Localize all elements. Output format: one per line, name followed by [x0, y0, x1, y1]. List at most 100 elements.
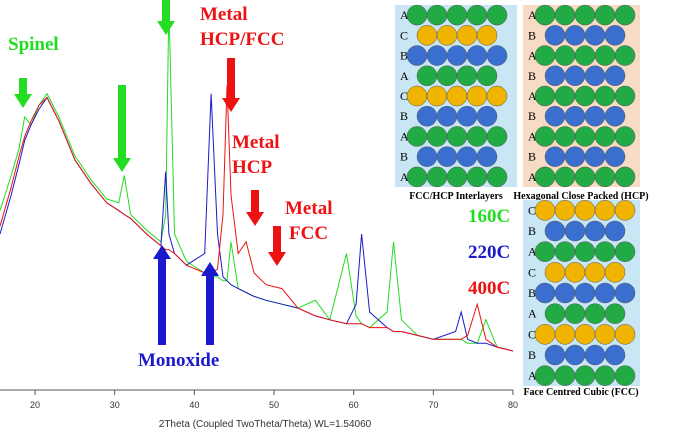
layer-label: A [400, 69, 409, 83]
sphere [604, 65, 626, 87]
layer-label: B [528, 150, 536, 164]
data-line [0, 3, 514, 352]
diagram-caption: Face Centred Cubic (FCC) [523, 387, 638, 398]
sphere [604, 25, 626, 46]
sphere [604, 220, 626, 242]
sphere [614, 166, 636, 188]
sphere [594, 45, 616, 66]
sphere [466, 45, 488, 66]
sphere [544, 220, 566, 242]
sphere [574, 126, 596, 147]
arrow [14, 78, 32, 108]
sphere [466, 85, 488, 107]
layer-label: B [528, 69, 536, 83]
sphere [456, 25, 478, 46]
sphere [436, 105, 458, 127]
sphere [614, 282, 636, 304]
legend-entry: 400C [468, 278, 510, 299]
sphere [534, 282, 556, 304]
sphere [594, 282, 616, 304]
x-axis-title: 2Theta (Coupled TwoTheta/Theta) WL=1.540… [159, 419, 372, 430]
sphere [446, 166, 468, 188]
annotation: Metal [285, 198, 332, 219]
sphere [574, 365, 596, 386]
x-tick-label: 70 [428, 400, 438, 410]
sphere [466, 4, 488, 26]
arrow [153, 245, 171, 345]
x-tick-label: 40 [189, 400, 199, 410]
sphere [614, 85, 636, 107]
sphere [544, 25, 566, 46]
sphere [486, 45, 508, 66]
sphere [614, 4, 636, 26]
layer-label: A [528, 8, 537, 22]
sphere [574, 85, 596, 107]
sphere [476, 105, 498, 127]
sphere [406, 85, 428, 107]
sphere [456, 65, 478, 87]
layer-label: C [528, 265, 536, 279]
sphere [446, 126, 468, 147]
sphere [436, 146, 458, 167]
layer-label: B [528, 348, 536, 362]
arrow [246, 190, 264, 226]
sphere [614, 45, 636, 66]
x-tick-label: 80 [508, 400, 518, 410]
sphere [584, 262, 606, 283]
sphere [594, 241, 616, 262]
sphere [406, 166, 428, 188]
sphere [534, 365, 556, 386]
annotation: Metal [200, 4, 247, 25]
legend-entry: 220C [468, 242, 510, 263]
sphere [436, 25, 458, 46]
sphere [486, 85, 508, 107]
layer-label: B [528, 286, 536, 300]
layer-label: A [528, 245, 537, 259]
sphere [614, 200, 636, 221]
sphere [554, 4, 576, 26]
layer-label: A [528, 170, 537, 184]
annotation: HCP/FCC [200, 29, 284, 50]
sphere [614, 241, 636, 262]
sphere [574, 166, 596, 188]
sphere [426, 85, 448, 107]
sphere [594, 324, 616, 345]
layer-label: A [400, 129, 409, 143]
arrow [222, 58, 240, 112]
sphere [544, 65, 566, 87]
annotation: Monoxide [138, 350, 219, 371]
diagram-caption: Hexagonal Close Packed (HCP) [513, 191, 648, 202]
x-tick-label: 50 [269, 400, 279, 410]
sphere [584, 303, 606, 324]
sphere [534, 45, 556, 66]
x-tick-label: 20 [30, 400, 40, 410]
sphere [614, 365, 636, 386]
diagram-caption: FCC/HCP Interlayers [409, 191, 503, 202]
layer-label: B [400, 109, 408, 123]
sphere [554, 85, 576, 107]
sphere [604, 344, 626, 366]
sphere [604, 262, 626, 283]
sphere [574, 282, 596, 304]
sphere [534, 126, 556, 147]
sphere [554, 282, 576, 304]
sphere [486, 126, 508, 147]
sphere [446, 4, 468, 26]
sphere [604, 146, 626, 167]
sphere [436, 65, 458, 87]
sphere [554, 241, 576, 262]
sphere [426, 45, 448, 66]
sphere [584, 220, 606, 242]
sphere [564, 65, 586, 87]
sphere [446, 85, 468, 107]
annotation: HCP [232, 157, 273, 178]
sphere [574, 241, 596, 262]
layer-label: C [528, 327, 536, 341]
sphere [574, 324, 596, 345]
layer-label: B [400, 49, 408, 63]
sphere [446, 45, 468, 66]
sphere [416, 105, 438, 127]
annotation: Metal [232, 132, 279, 153]
sphere [564, 262, 586, 283]
